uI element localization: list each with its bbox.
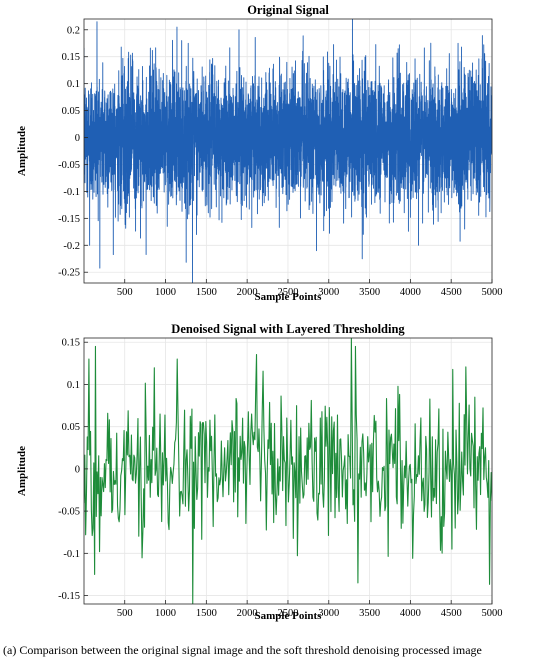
x-tick-label: 2500 bbox=[277, 287, 298, 298]
y-tick-label: -0.15 bbox=[58, 214, 80, 225]
y-tick-label: 0.05 bbox=[62, 106, 80, 117]
chart-figure: 500 1000 1500 2000 2500 3000 3500 4000 4500 5000-… bbox=[16, 3, 503, 622]
y-axis-label: Amplitude bbox=[16, 446, 28, 496]
y-tick-label: -0.2 bbox=[63, 241, 80, 252]
signal-line bbox=[84, 338, 492, 604]
y-tick-label: -0.1 bbox=[63, 549, 80, 560]
y-tick-label: 0 bbox=[75, 133, 80, 144]
x-tick-label: 4000 bbox=[400, 608, 421, 619]
original-signal-plot: 500 1000 1500 2000 2500 3000 3500 4000 4500 5000 -… bbox=[16, 3, 503, 303]
x-tick-label: 2000 bbox=[237, 287, 258, 298]
x-tick-label: 4500 bbox=[441, 608, 462, 619]
y-tick-label: -0.05 bbox=[58, 507, 80, 518]
x-tick-label: 4000 bbox=[400, 287, 421, 298]
y-tick-label: 0.05 bbox=[62, 422, 80, 433]
x-tick-label: 5000 bbox=[482, 287, 503, 298]
y-tick-label: 0.15 bbox=[62, 52, 80, 63]
denoised-signal-plot: 500 1000 1500 2000 2500 3000 3500 4000 4500 5000 -… bbox=[16, 322, 503, 622]
x-tick-label: 1000 bbox=[155, 608, 176, 619]
y-tick-label: -0.15 bbox=[58, 591, 80, 602]
signal-line bbox=[84, 19, 492, 283]
y-tick-label: -0.25 bbox=[58, 268, 80, 279]
y-tick-label: 0.15 bbox=[62, 338, 80, 349]
x-tick-label: 1000 bbox=[155, 287, 176, 298]
figure-caption: (a) Comparison between the original sign… bbox=[3, 643, 482, 657]
x-tick-label: 500 bbox=[117, 608, 133, 619]
x-tick-label: 5000 bbox=[482, 608, 503, 619]
y-tick-label: -0.1 bbox=[63, 187, 80, 198]
y-tick-label: 0 bbox=[75, 464, 80, 475]
x-axis-label: Sample Points bbox=[255, 610, 323, 622]
x-tick-label: 3500 bbox=[359, 287, 380, 298]
x-tick-label: 500 bbox=[117, 287, 133, 298]
chart-title: Original Signal bbox=[247, 3, 329, 17]
y-tick-label: -0.05 bbox=[58, 160, 80, 171]
x-tick-label: 3500 bbox=[359, 608, 380, 619]
x-tick-label: 3000 bbox=[318, 608, 339, 619]
y-tick-label: 0.1 bbox=[67, 380, 80, 391]
x-tick-label: 3000 bbox=[318, 287, 339, 298]
x-tick-label: 4500 bbox=[441, 287, 462, 298]
x-axis-label: Sample Points bbox=[255, 291, 323, 303]
x-tick-label: 1500 bbox=[196, 287, 217, 298]
y-axis-label: Amplitude bbox=[16, 126, 28, 176]
x-tick-label: 2500 bbox=[277, 608, 298, 619]
x-tick-label: 2000 bbox=[237, 608, 258, 619]
y-tick-label: 0.2 bbox=[67, 25, 80, 36]
y-tick-label: 0.1 bbox=[67, 79, 80, 90]
x-tick-label: 1500 bbox=[196, 608, 217, 619]
chart-title: Denoised Signal with Layered Thresholdin… bbox=[171, 322, 405, 336]
